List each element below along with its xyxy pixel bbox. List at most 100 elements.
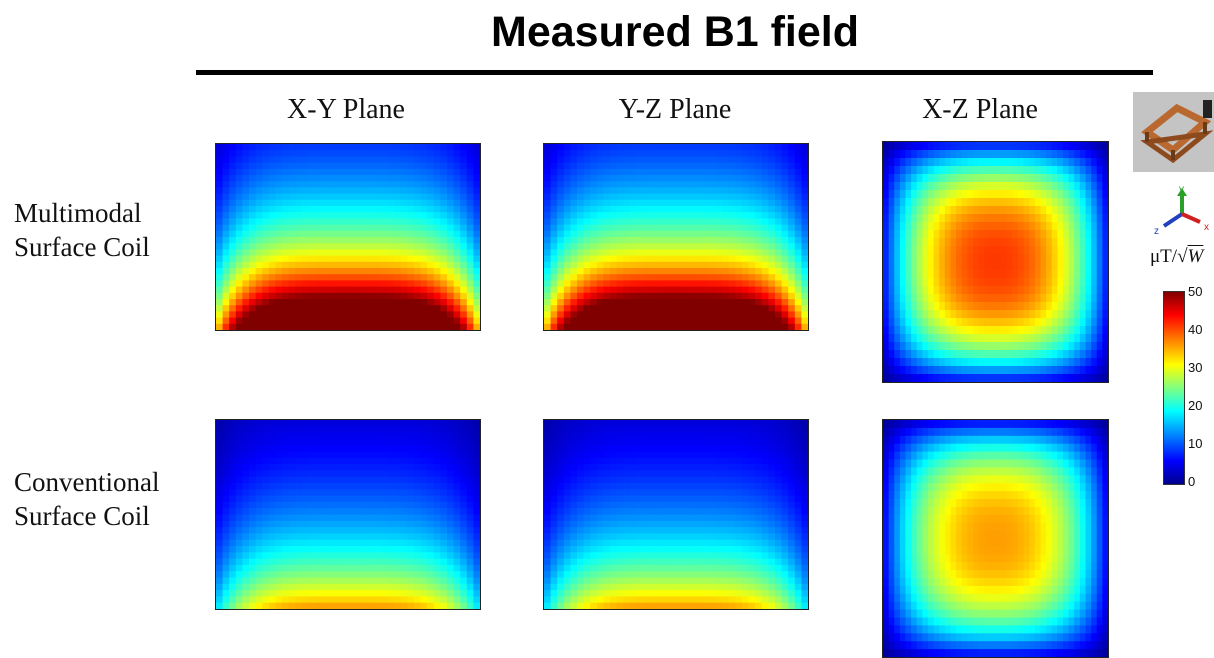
heatmap-cell xyxy=(1034,326,1042,335)
heatmap-cell xyxy=(242,476,250,484)
heatmap-cell xyxy=(453,552,461,560)
heatmap-cell xyxy=(961,182,968,191)
heatmap-cell xyxy=(420,602,428,609)
heatmap-cell xyxy=(748,261,756,269)
heatmap-cell xyxy=(1068,182,1075,191)
heatmap-cell xyxy=(928,302,935,311)
heatmap-cell xyxy=(420,432,428,440)
heatmap-cell xyxy=(361,218,369,226)
heatmap-cell xyxy=(656,187,664,195)
heatmap-cell xyxy=(440,426,448,434)
heatmap-cell xyxy=(1057,358,1064,367)
heatmap-cell xyxy=(216,150,224,157)
heatmap-cell xyxy=(354,187,362,195)
heatmap-cell xyxy=(557,292,565,300)
heatmap-cell xyxy=(1001,182,1008,191)
heatmap-cell xyxy=(950,150,957,159)
heatmap-cell xyxy=(262,268,270,275)
heatmap-cell xyxy=(295,261,303,269)
heatmap-cell xyxy=(616,280,624,288)
heatmap-cell xyxy=(387,261,395,269)
heatmap-cell xyxy=(1091,366,1098,375)
heatmap-cell xyxy=(570,237,578,244)
heatmap-cell xyxy=(268,571,276,579)
heatmap-cell xyxy=(550,476,558,484)
heatmap-cell xyxy=(341,583,349,591)
heatmap-cell xyxy=(427,483,435,490)
heatmap-cell xyxy=(447,552,455,560)
heatmap-cell xyxy=(301,564,309,572)
heatmap-cell xyxy=(1085,150,1092,159)
heatmap-cell xyxy=(460,311,468,319)
heatmap-cell xyxy=(722,218,730,226)
heatmap-cell xyxy=(341,230,349,238)
heatmap-cell xyxy=(755,292,763,300)
heatmap-cell xyxy=(473,483,480,490)
heatmap-cell xyxy=(1057,246,1064,255)
heatmap-cell xyxy=(722,323,730,330)
heatmap-cell xyxy=(341,476,349,484)
heatmap-cell xyxy=(984,262,991,271)
heatmap-cell xyxy=(414,162,422,170)
heatmap-cell xyxy=(216,457,224,465)
heatmap-cell xyxy=(1068,262,1075,271)
heatmap-cell xyxy=(656,150,664,157)
heatmap-cell xyxy=(301,156,309,164)
heatmap-cell xyxy=(643,305,651,312)
heatmap-cell xyxy=(596,311,604,319)
heatmap-cell xyxy=(590,268,598,275)
heatmap-cell xyxy=(643,187,651,195)
heatmap-cell xyxy=(989,262,997,271)
heatmap-cell xyxy=(447,577,455,585)
heatmap-cell xyxy=(544,432,552,440)
heatmap-cell xyxy=(255,602,263,609)
heatmap-cell xyxy=(695,144,703,151)
heatmap-cell xyxy=(603,156,611,164)
heatmap-cell xyxy=(229,212,237,219)
heatmap-cell xyxy=(1074,142,1081,151)
heatmap-cell xyxy=(961,262,968,271)
heatmap-cell xyxy=(301,520,309,528)
heatmap-cell xyxy=(460,323,468,330)
heatmap-cell xyxy=(973,182,980,191)
heatmap-cell xyxy=(1046,206,1053,215)
heatmap-cell xyxy=(473,438,480,446)
heatmap-cell xyxy=(242,501,250,509)
heatmap-cell xyxy=(623,212,631,219)
heatmap-cell xyxy=(367,577,375,585)
heatmap-cell xyxy=(956,222,963,231)
heatmap-cell xyxy=(427,237,435,244)
heatmap-cell xyxy=(334,199,342,207)
heatmap-cell xyxy=(967,326,974,335)
heatmap-cell xyxy=(616,144,624,151)
heatmap-cell xyxy=(956,302,963,311)
heatmap-cell xyxy=(361,426,369,434)
heatmap-cell xyxy=(995,366,1002,375)
heatmap-cell xyxy=(656,317,664,325)
heatmap-cell xyxy=(603,206,611,213)
heatmap-cell xyxy=(944,326,952,335)
heatmap-cell xyxy=(466,533,474,541)
heatmap-cell xyxy=(899,270,907,279)
heatmap-cell xyxy=(911,230,918,239)
heatmap-cell xyxy=(288,577,296,585)
heatmap-cell xyxy=(656,230,664,238)
heatmap-cell xyxy=(354,249,362,257)
heatmap-cell xyxy=(433,445,441,453)
heatmap-cell xyxy=(590,150,598,157)
heatmap-cell xyxy=(420,199,428,207)
heatmap-cell xyxy=(354,206,362,213)
heatmap-cell xyxy=(367,438,375,446)
heatmap-cell xyxy=(466,144,474,151)
heatmap-cell xyxy=(414,495,422,503)
heatmap-cell xyxy=(662,274,670,281)
heatmap-cell xyxy=(268,181,276,188)
heatmap-cell xyxy=(427,445,435,453)
column-label-yz: Y-Z Plane xyxy=(618,94,732,125)
heatmap-cell xyxy=(643,237,651,244)
heatmap-cell xyxy=(939,230,946,239)
heatmap-cell xyxy=(420,464,428,471)
heatmap-cell xyxy=(944,182,952,191)
heatmap-cell xyxy=(216,520,224,528)
heatmap-cell xyxy=(242,249,250,257)
